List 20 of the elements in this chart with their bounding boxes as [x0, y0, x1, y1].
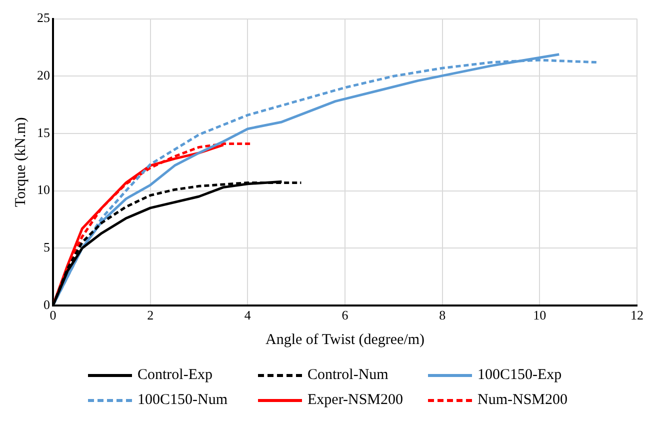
y-tick-label: 10	[37, 182, 50, 198]
x-tick-label: 8	[439, 308, 446, 323]
y-tick-label: 25	[37, 10, 50, 26]
legend-label: Control-Exp	[138, 367, 212, 384]
y-tick-label: 20	[37, 68, 50, 83]
x-tick-label: 6	[342, 308, 349, 323]
x-tick-label: 4	[244, 308, 252, 323]
y-tick-label: 5	[44, 240, 50, 254]
x-tick-label: 2	[147, 308, 154, 323]
legend-label: Exper-NSM200	[308, 392, 404, 409]
y-axis-title: Torque (kN.m)	[12, 117, 29, 207]
legend-label: 100C150-Num	[138, 392, 228, 409]
legend-label: 100C150-Exp	[478, 367, 562, 384]
x-tick-label: 10	[533, 308, 546, 323]
x-axis-title: Angle of Twist (degree/m)	[265, 332, 425, 348]
y-tick-label: 15	[37, 124, 50, 140]
x-tick-label: 12	[630, 308, 644, 323]
y-tick-label: 0	[44, 296, 50, 312]
legend-label: Num-NSM200	[478, 392, 568, 409]
legend-label: Control-Num	[308, 367, 388, 384]
